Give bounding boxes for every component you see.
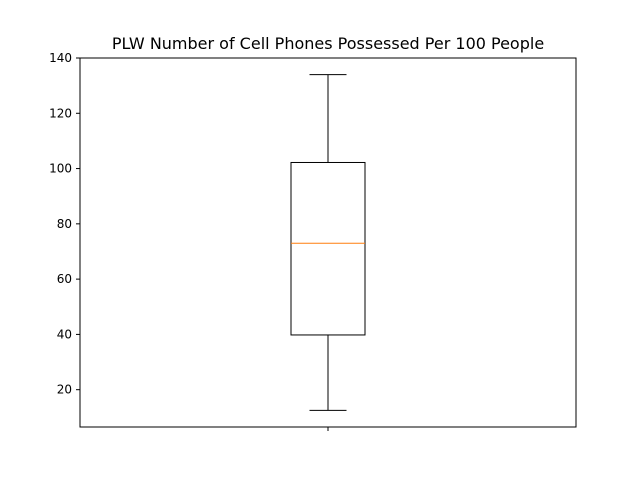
y-axis: 20 40 60 80 100 120 140 — [49, 51, 80, 397]
y-tick-label: 60 — [57, 272, 72, 286]
plot-frame — [79, 57, 577, 428]
chart-title: PLW Number of Cell Phones Possessed Per … — [112, 34, 544, 53]
y-tick-label: 40 — [57, 327, 72, 341]
y-tick-label: 80 — [57, 217, 72, 231]
y-tick-label: 20 — [57, 383, 72, 397]
interquartile-box — [290, 161, 366, 336]
y-tick-label: 120 — [49, 106, 72, 120]
y-tick-label: 140 — [49, 51, 72, 65]
box-plot — [290, 74, 366, 411]
y-tick-label: 100 — [49, 162, 72, 176]
